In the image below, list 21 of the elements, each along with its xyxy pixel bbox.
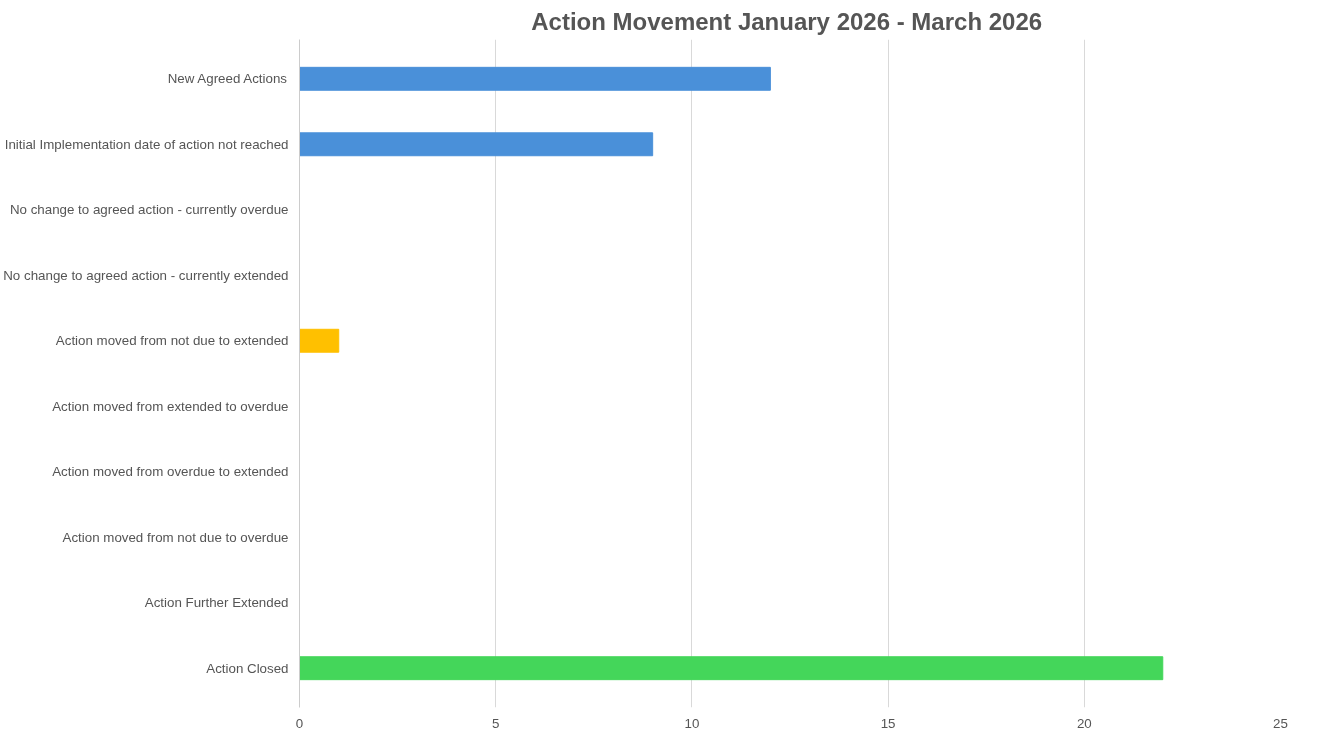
bar	[299, 66, 771, 91]
x-tick-label: 0	[295, 715, 304, 731]
x-tick-label: 15	[880, 715, 896, 731]
y-tick-label: Initial Implementation date of action not reached	[4, 136, 289, 152]
y-tick-label: Action moved from overdue to extended	[52, 464, 289, 480]
bar	[299, 656, 1164, 681]
bar	[299, 328, 340, 353]
bar	[299, 132, 654, 157]
x-tick-label: 10	[684, 715, 700, 731]
chart-title: Action Movement January 2026 - March 2026	[531, 7, 1043, 35]
y-tick-label: Action moved from not due to overdue	[62, 529, 289, 545]
y-tick-label: Action Closed	[206, 660, 289, 676]
y-tick-label: Action Further Extended	[144, 595, 289, 611]
y-tick-label: No change to agreed action - currently overdue	[9, 202, 289, 218]
y-tick-label: Action moved from extended to overdue	[52, 398, 289, 414]
x-tick-label: 25	[1273, 715, 1288, 731]
x-tick-label: 20	[1076, 715, 1092, 731]
x-tick-label: 5	[491, 715, 500, 731]
y-tick-label: New Agreed Actions	[167, 71, 288, 87]
y-tick-label: Action moved from not due to extended	[55, 333, 289, 349]
y-tick-label: No change to agreed action - currently extended	[3, 267, 289, 283]
